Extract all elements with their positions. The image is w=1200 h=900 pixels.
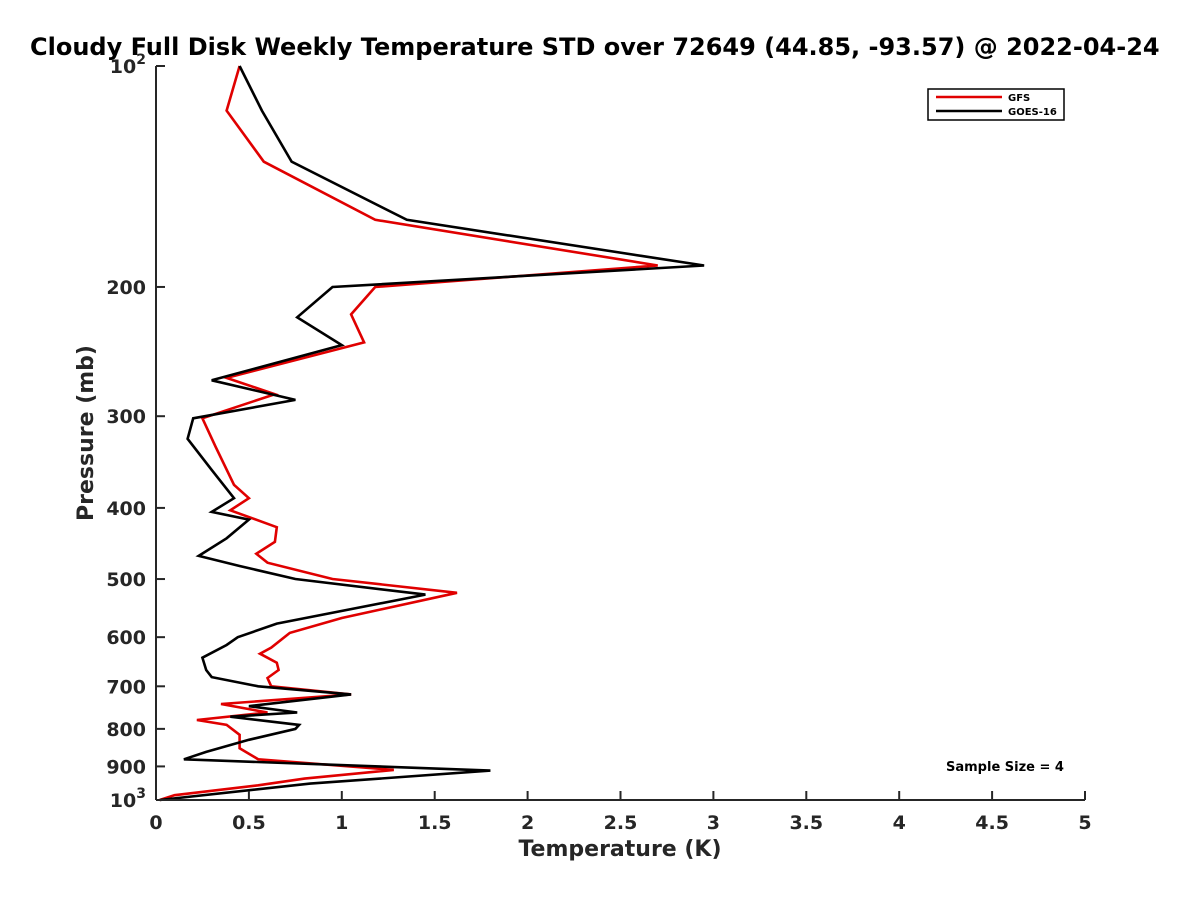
y-tick-label: 103 <box>110 786 146 812</box>
legend-box <box>927 88 1065 121</box>
x-tick-label: 3 <box>707 812 720 834</box>
x-tick-label: 3.5 <box>789 812 823 834</box>
x-tick-label: 0.5 <box>232 812 266 834</box>
x-axis-label: Temperature (K) <box>518 837 721 862</box>
x-tick-label: 0 <box>149 812 162 834</box>
x-tick-label: 2.5 <box>604 812 638 834</box>
y-tick-label: 102 <box>110 52 146 78</box>
legend-label-goes16: GOES-16 <box>1008 107 1057 118</box>
x-tick-label: 4.5 <box>975 812 1009 834</box>
y-tick-label: 200 <box>106 277 146 299</box>
series-line-goes-16 <box>159 65 705 802</box>
x-tick-label: 1 <box>335 812 348 834</box>
y-tick-label: 900 <box>106 756 146 778</box>
x-tick-label: 1.5 <box>418 812 452 834</box>
y-tick-label: 500 <box>106 569 146 591</box>
plot-area: 0 0.5 1 1.5 2 2.5 3 3.5 4 4.5 5 102 200 300 400 500 600 7… <box>106 52 1091 834</box>
x-tick-label: 5 <box>1078 812 1091 834</box>
legend: GFS GOES-16 <box>927 88 1065 121</box>
y-tick-label: 300 <box>106 406 146 428</box>
y-tick-label: 800 <box>106 719 146 741</box>
y-tick-label: 700 <box>106 676 146 698</box>
legend-label-gfs: GFS <box>1008 93 1030 104</box>
series-line-gfs <box>159 65 658 802</box>
x-tick-label: 4 <box>893 812 906 834</box>
y-tick-label: 400 <box>106 498 146 520</box>
y-tick-label: 600 <box>106 627 146 649</box>
chart-title: Cloudy Full Disk Weekly Temperature STD … <box>30 33 1160 61</box>
sample-size-annotation: Sample Size = 4 <box>946 760 1064 775</box>
y-axis-label: Pressure (mb) <box>74 345 99 521</box>
x-tick-label: 2 <box>521 812 534 834</box>
